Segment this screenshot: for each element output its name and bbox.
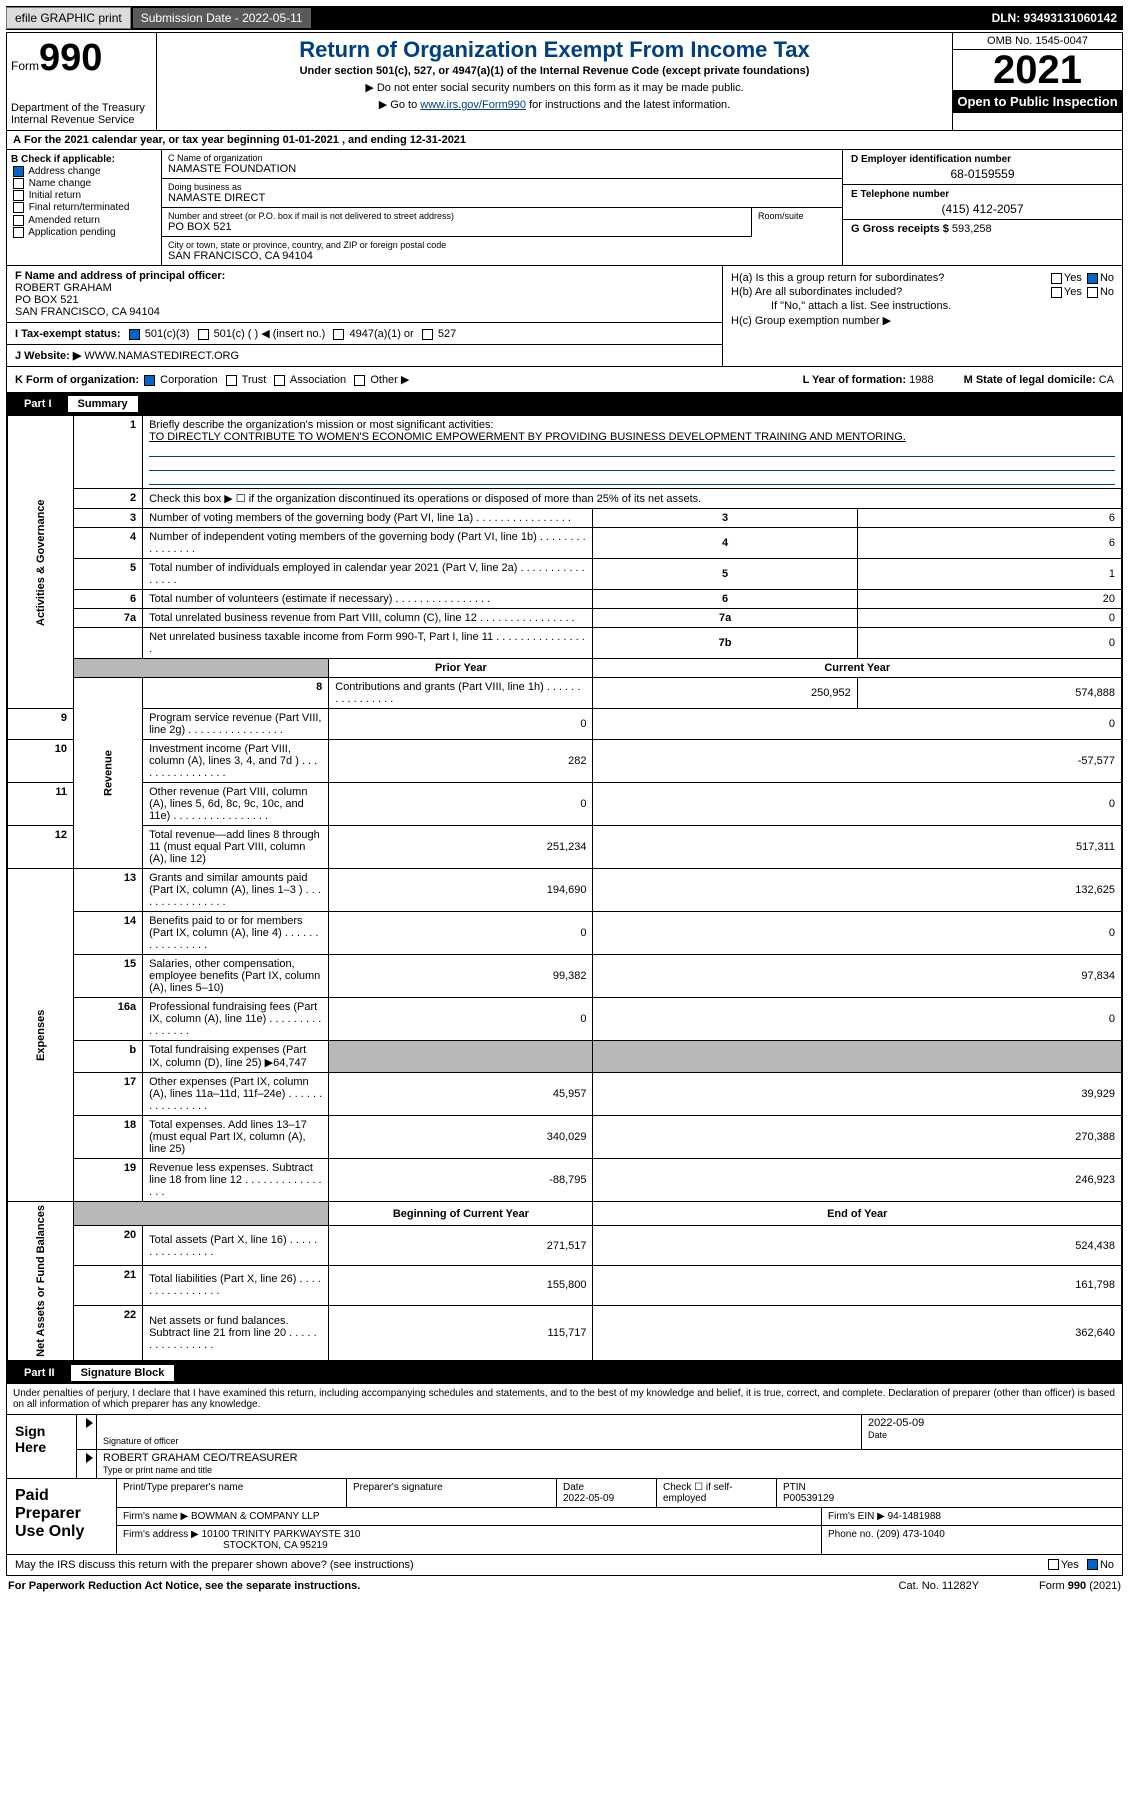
signature-block: Under penalties of perjury, I declare th…	[6, 1384, 1123, 1479]
chk-app-pending[interactable]: Application pending	[11, 227, 157, 238]
form-number: Form990	[11, 37, 152, 80]
chk-527[interactable]	[422, 329, 433, 340]
chk-initial-return[interactable]: Initial return	[11, 190, 157, 201]
efile-button[interactable]: efile GRAPHIC print	[6, 7, 131, 29]
form-subtitle: Under section 501(c), 527, or 4947(a)(1)…	[161, 65, 948, 77]
discuss-no[interactable]	[1087, 1559, 1098, 1570]
submission-date: Submission Date - 2022-05-11	[133, 8, 311, 28]
form-note-1: ▶ Do not enter social security numbers o…	[161, 81, 948, 94]
chk-corp[interactable]	[144, 375, 155, 386]
form-note-2: ▶ Go to www.irs.gov/Form990 for instruct…	[161, 98, 948, 111]
mission: TO DIRECTLY CONTRIBUTE TO WOMEN'S ECONOM…	[149, 431, 906, 443]
summary-table: Activities & Governance 1 Briefly descri…	[7, 415, 1122, 1361]
val-3: 6	[857, 509, 1121, 528]
ptin: P00539129	[783, 1493, 834, 1504]
chk-501c[interactable]	[198, 329, 209, 340]
box-b: B Check if applicable: Address change Na…	[7, 150, 162, 265]
ha-yes[interactable]	[1051, 273, 1062, 284]
part1-header: Part I Summary	[6, 393, 1123, 415]
form-title: Return of Organization Exempt From Incom…	[161, 37, 948, 63]
ha-no[interactable]	[1087, 273, 1098, 284]
sign-here-label: Sign Here	[7, 1415, 77, 1478]
discuss-yes[interactable]	[1048, 1559, 1059, 1570]
chk-address-change[interactable]: Address change	[11, 166, 157, 177]
sig-date: 2022-05-09	[868, 1417, 924, 1429]
firm-ein: 94-1481988	[888, 1511, 941, 1522]
page-footer: For Paperwork Reduction Act Notice, see …	[6, 1576, 1123, 1596]
org-name: NAMASTE FOUNDATION	[168, 163, 836, 175]
block-fh: F Name and address of principal officer:…	[6, 266, 1123, 367]
phone: (415) 412-2057	[851, 202, 1114, 216]
triangle-icon	[86, 1453, 93, 1463]
triangle-icon	[86, 1418, 93, 1428]
val-7b: 0	[857, 628, 1121, 659]
row-klm: K Form of organization: Corporation Trus…	[6, 367, 1123, 393]
city: SAN FRANCISCO, CA 94104	[168, 250, 836, 262]
block-bcde: B Check if applicable: Address change Na…	[6, 150, 1123, 266]
chk-final-return[interactable]: Final return/terminated	[11, 202, 157, 213]
irs-link[interactable]: www.irs.gov/Form990	[420, 99, 526, 111]
tax-year: 2021	[953, 50, 1122, 90]
open-inspection: Open to Public Inspection	[953, 90, 1122, 113]
form-header: Form990 Department of the Treasury Inter…	[6, 32, 1123, 131]
val-4: 6	[857, 528, 1121, 559]
prep-date: 2022-05-09	[563, 1493, 614, 1504]
ein: 68-0159559	[851, 167, 1114, 181]
firm-phone: (209) 473-1040	[876, 1529, 944, 1540]
dba: NAMASTE DIRECT	[168, 192, 836, 204]
box-c: C Name of organizationNAMASTE FOUNDATION…	[162, 150, 842, 265]
box-f: F Name and address of principal officer:…	[7, 266, 722, 323]
hb-no[interactable]	[1087, 287, 1098, 298]
chk-amended[interactable]: Amended return	[11, 215, 157, 226]
firm-name: BOWMAN & COMPANY LLP	[191, 1511, 320, 1522]
box-h: H(a) Is this a group return for subordin…	[722, 266, 1122, 366]
val-5: 1	[857, 559, 1121, 590]
box-de: D Employer identification number68-01595…	[842, 150, 1122, 265]
website: WWW.NAMASTEDIRECT.ORG	[84, 350, 239, 362]
line-a: A For the 2021 calendar year, or tax yea…	[6, 131, 1123, 150]
street: PO BOX 521	[168, 221, 745, 233]
box-i: I Tax-exempt status: 501(c)(3) 501(c) ( …	[7, 323, 722, 345]
chk-name-change[interactable]: Name change	[11, 178, 157, 189]
chk-trust[interactable]	[226, 375, 237, 386]
hb-yes[interactable]	[1051, 287, 1062, 298]
year-formation: 1988	[909, 374, 933, 386]
val-7a: 0	[857, 609, 1121, 628]
preparer-block: Paid Preparer Use Only Print/Type prepar…	[6, 1479, 1123, 1555]
dln: DLN: 93493131060142	[992, 11, 1123, 25]
box-j: J Website: ▶ WWW.NAMASTEDIRECT.ORG	[7, 345, 722, 366]
discuss-row: May the IRS discuss this return with the…	[6, 1555, 1123, 1576]
part2-header: Part II Signature Block	[6, 1362, 1123, 1384]
officer-name: ROBERT GRAHAM	[15, 282, 112, 294]
chk-other[interactable]	[354, 375, 365, 386]
state-domicile: CA	[1099, 374, 1114, 386]
gross-receipts: 593,258	[952, 223, 992, 235]
val-6: 20	[857, 590, 1121, 609]
top-bar: efile GRAPHIC print Submission Date - 20…	[6, 6, 1123, 30]
dept-treasury: Department of the Treasury Internal Reve…	[11, 102, 152, 126]
summary-section: Activities & Governance 1 Briefly descri…	[6, 415, 1123, 1362]
officer-print-name: ROBERT GRAHAM CEO/TREASURER	[103, 1452, 298, 1464]
chk-4947[interactable]	[333, 329, 344, 340]
chk-501c3[interactable]	[129, 329, 140, 340]
firm-addr: 10100 TRINITY PARKWAYSTE 310	[202, 1529, 361, 1540]
chk-assoc[interactable]	[274, 375, 285, 386]
